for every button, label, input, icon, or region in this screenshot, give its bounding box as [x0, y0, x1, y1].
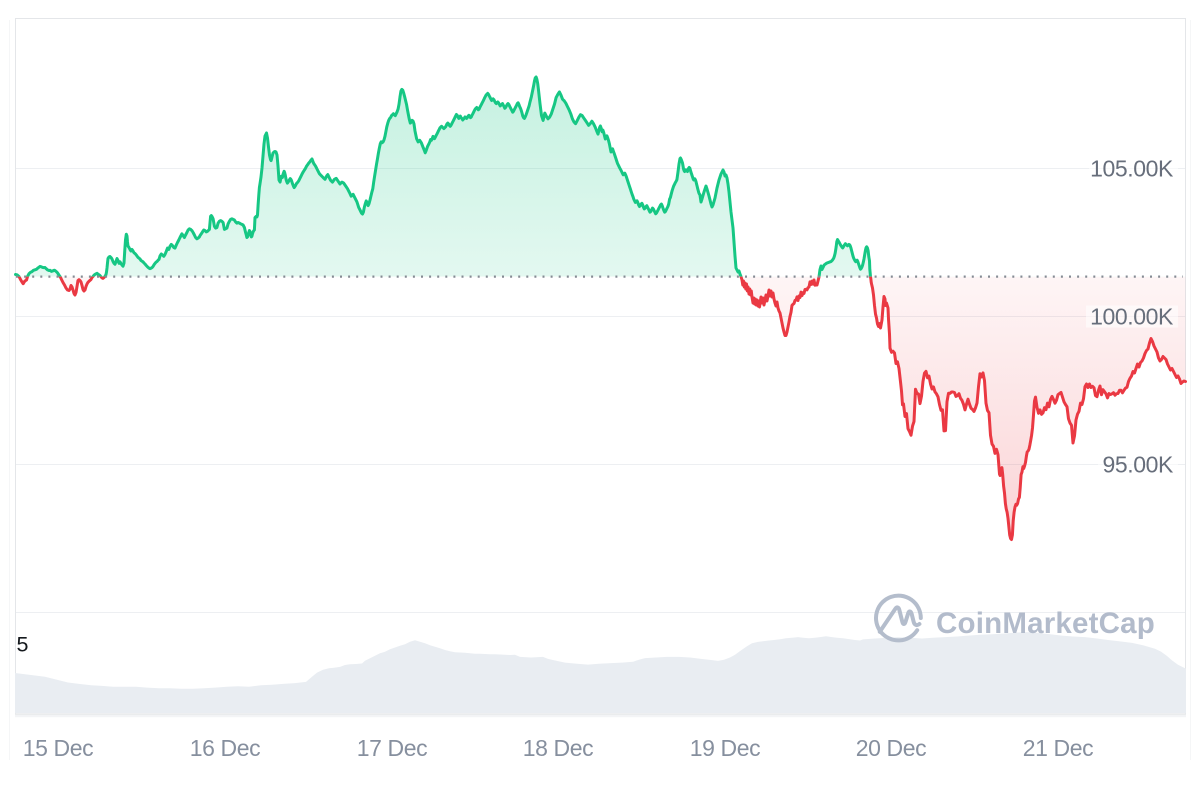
svg-text:100.00K: 100.00K — [1090, 304, 1174, 330]
svg-text:19 Dec: 19 Dec — [690, 735, 760, 761]
svg-text:18 Dec: 18 Dec — [523, 735, 593, 761]
svg-text:16 Dec: 16 Dec — [190, 735, 260, 761]
svg-text:20 Dec: 20 Dec — [856, 735, 926, 761]
svg-text:15 Dec: 15 Dec — [23, 735, 93, 761]
svg-text:17 Dec: 17 Dec — [357, 735, 427, 761]
svg-text:105.00K: 105.00K — [1090, 156, 1174, 182]
svg-text:95.00K: 95.00K — [1103, 452, 1175, 478]
svg-text:CoinMarketCap: CoinMarketCap — [936, 607, 1155, 640]
svg-text:5: 5 — [17, 633, 29, 657]
svg-text:21 Dec: 21 Dec — [1023, 735, 1093, 761]
